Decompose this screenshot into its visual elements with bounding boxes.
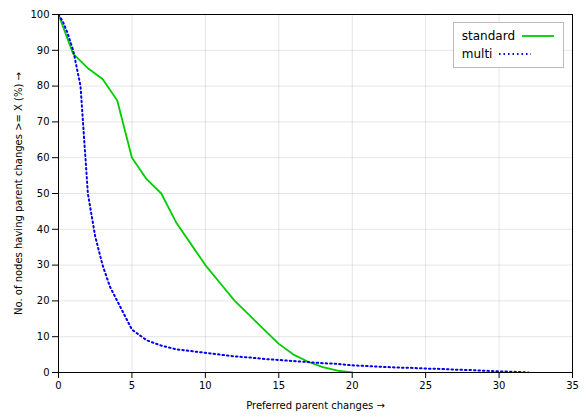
svg-text:100: 100 (30, 9, 49, 20)
svg-text:50: 50 (37, 188, 50, 199)
svg-text:30: 30 (493, 380, 506, 391)
svg-text:35: 35 (566, 380, 579, 391)
svg-text:5: 5 (129, 380, 135, 391)
svg-text:0: 0 (55, 380, 61, 391)
svg-text:20: 20 (346, 380, 359, 391)
svg-text:10: 10 (37, 331, 50, 342)
svg-text:80: 80 (37, 80, 50, 91)
svg-text:Preferred parent changes →: Preferred parent changes → (246, 400, 385, 411)
svg-text:25: 25 (419, 380, 432, 391)
svg-text:40: 40 (37, 224, 50, 235)
svg-text:90: 90 (37, 45, 50, 56)
svg-text:70: 70 (37, 116, 50, 127)
html-text:standard: standard (461, 29, 515, 43)
svg-text:20: 20 (37, 295, 50, 306)
svg-text:15: 15 (272, 380, 285, 391)
svg-text:60: 60 (37, 152, 50, 163)
svg-text:0: 0 (43, 367, 49, 378)
svg-text:No. of nodes having parent cha: No. of nodes having parent changes >= X … (13, 72, 24, 315)
svg-text:10: 10 (199, 380, 212, 391)
svg-text:30: 30 (37, 259, 50, 270)
html-text:multi: multi (461, 47, 493, 61)
